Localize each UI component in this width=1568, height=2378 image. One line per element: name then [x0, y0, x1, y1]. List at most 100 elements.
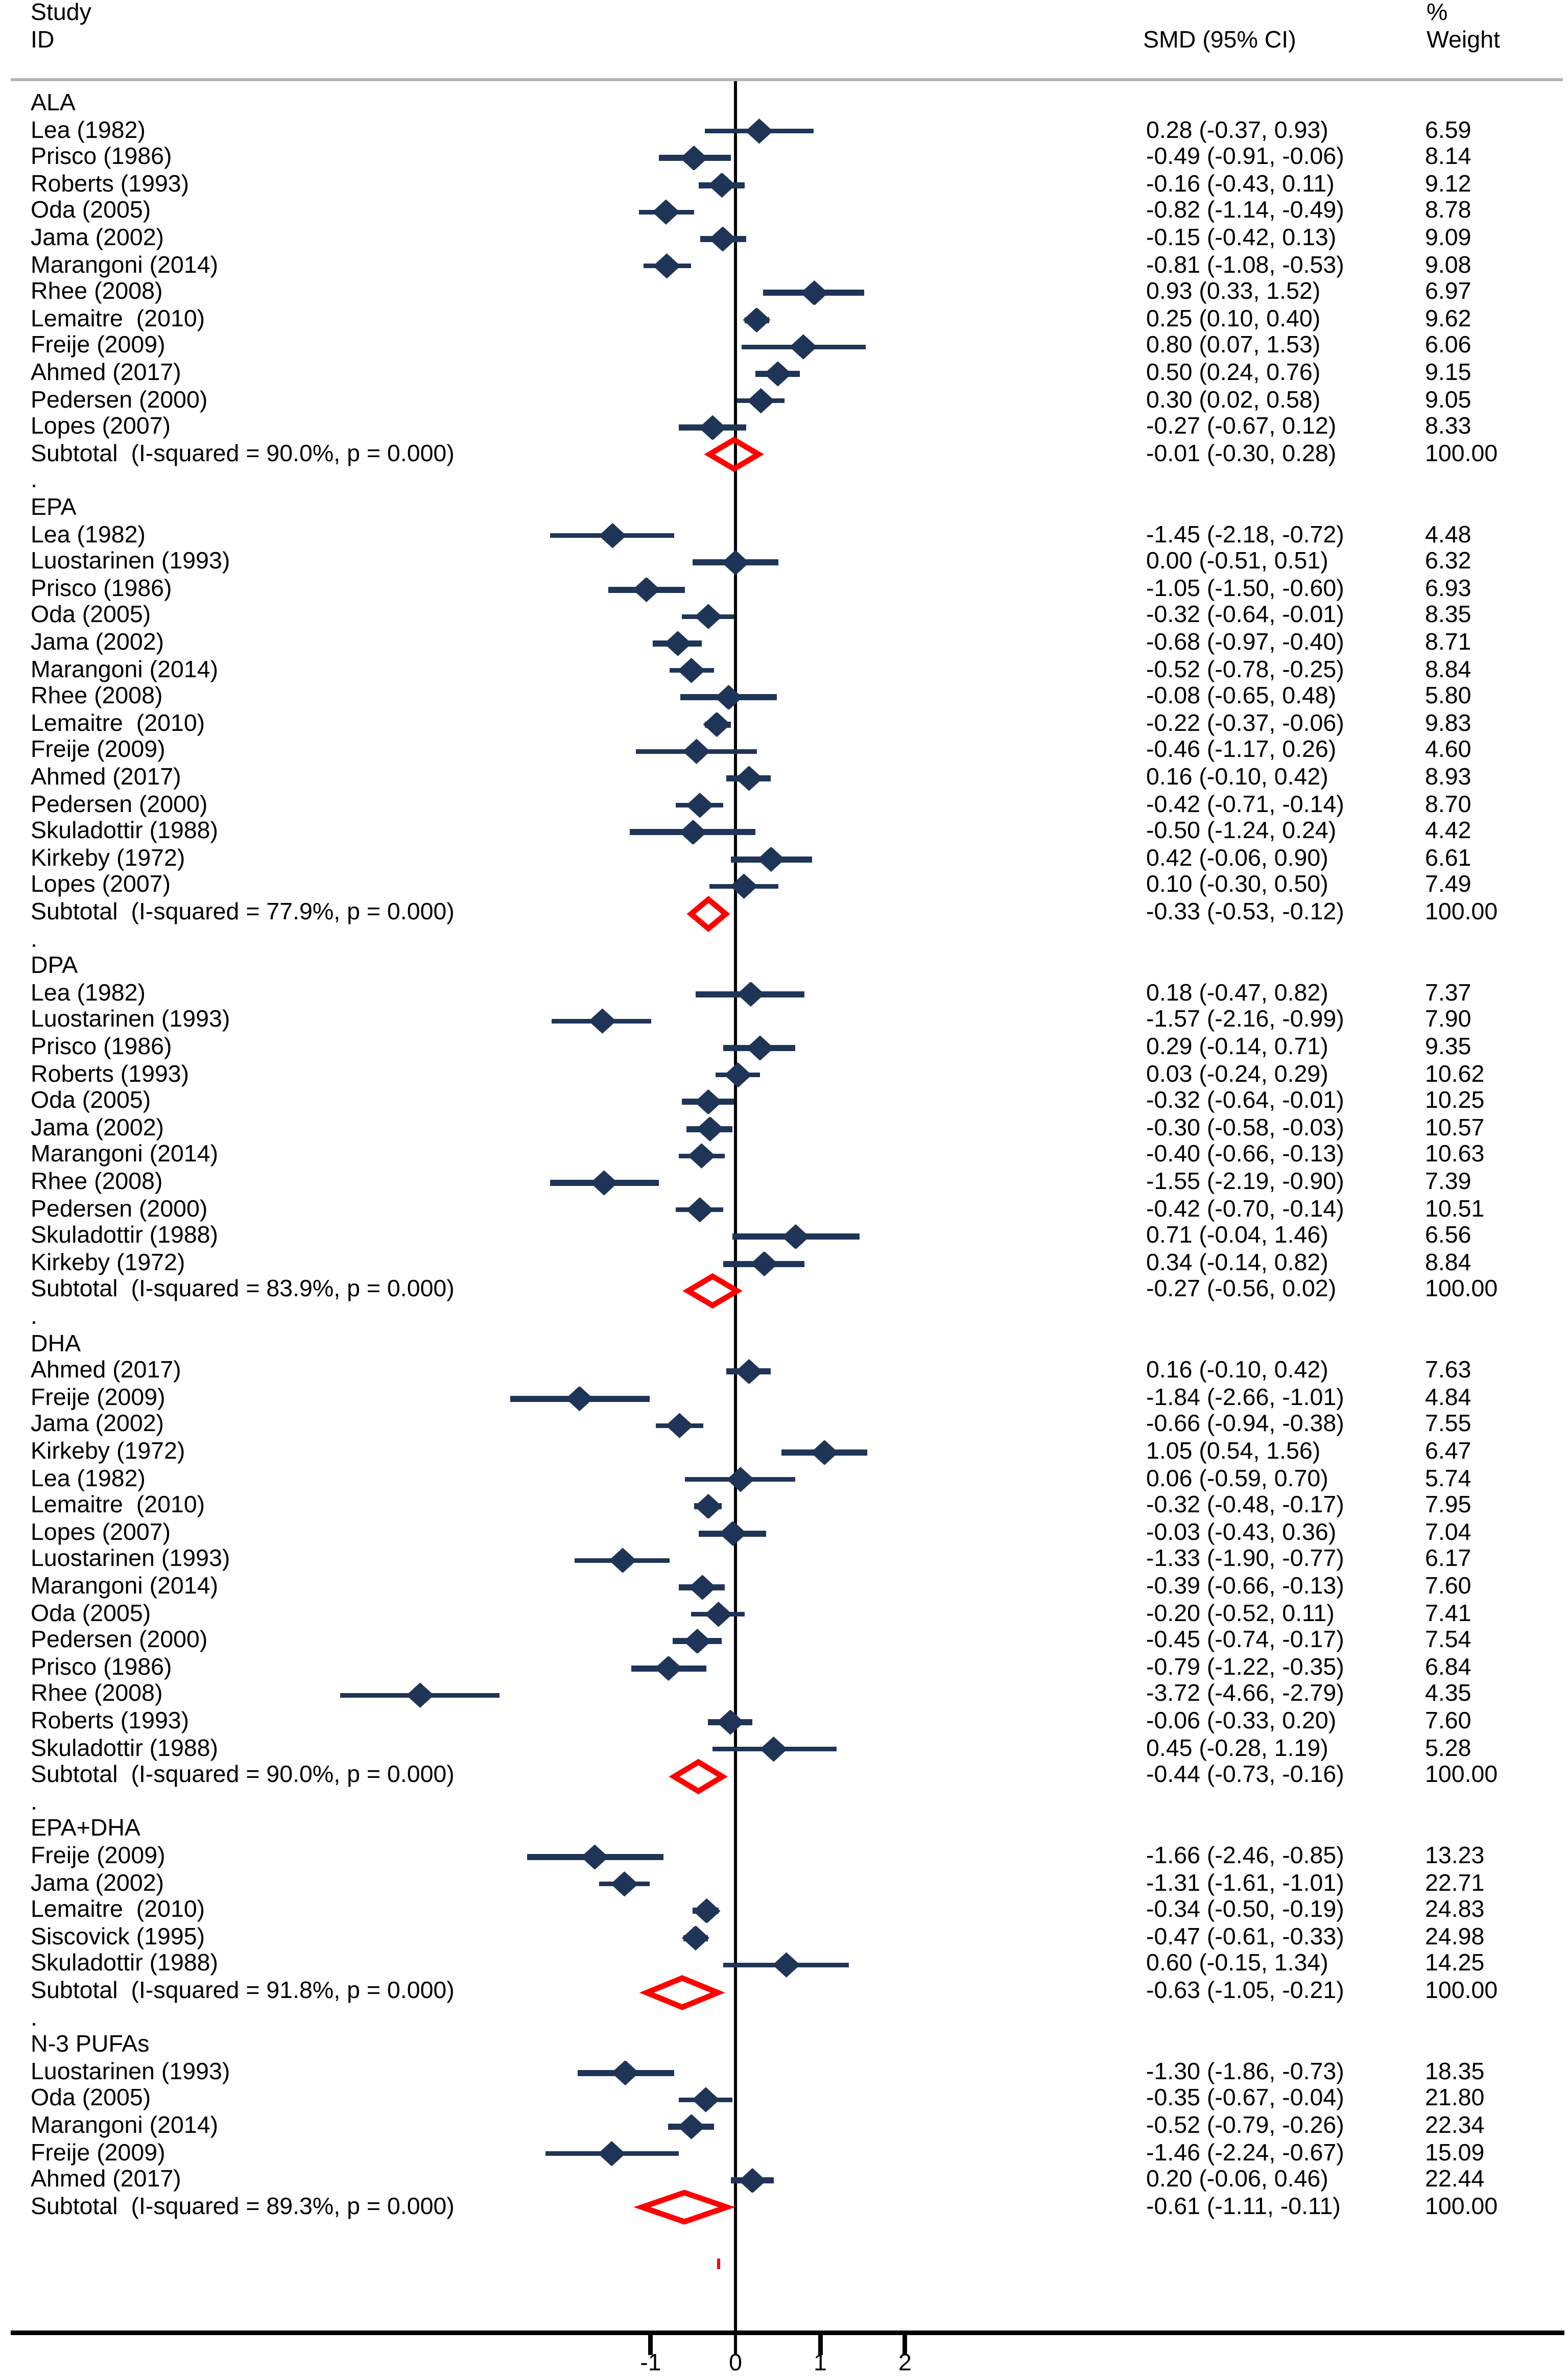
subtotal-diamond [704, 437, 765, 473]
study-label: Rhee (2008) [31, 683, 163, 710]
study-label: Marangoni (2014) [31, 1574, 219, 1600]
smd-column-header: SMD (95% CI) [1143, 28, 1296, 54]
study-label: Siscovick (1995) [31, 1924, 205, 1951]
weight-value: 8.33 [1425, 414, 1471, 440]
smd-value: -1.55 (-2.19, -0.90) [1146, 1169, 1344, 1195]
weight-value: 6.06 [1425, 333, 1471, 360]
weight-value: 24.83 [1425, 1897, 1485, 1923]
smd-value: -0.27 (-0.67, 0.12) [1146, 414, 1337, 440]
smd-value: 0.10 (-0.30, 0.50) [1146, 872, 1328, 899]
weight-value: 24.98 [1425, 1924, 1485, 1951]
study-label: Pedersen (2000) [31, 1196, 208, 1222]
weight-value: 6.97 [1425, 279, 1471, 305]
weight-value: 9.09 [1425, 225, 1471, 251]
weight-value: 9.83 [1425, 710, 1471, 737]
smd-value: -0.49 (-0.91, -0.06) [1146, 144, 1344, 171]
study-label: Jama (2002) [31, 1870, 164, 1896]
subtotal-diamond-outline [633, 2190, 735, 2225]
smd-value: 0.28 (-0.37, 0.93) [1146, 117, 1328, 144]
subtotal-label: Subtotal (I-squared = 83.9%, p = 0.000) [31, 1277, 455, 1303]
weight-value: 4.48 [1425, 521, 1471, 548]
study-label: Lea (1982) [31, 980, 146, 1007]
weight-value: 10.57 [1425, 1115, 1485, 1142]
smd-value: -0.42 (-0.71, -0.14) [1146, 791, 1344, 818]
smd-value: -1.46 (-2.24, -0.67) [1146, 2139, 1344, 2166]
weight-value: 10.62 [1425, 1061, 1485, 1087]
study-label: Luostarinen (1993) [31, 1547, 230, 1573]
smd-value: 0.29 (-0.14, 0.71) [1146, 1034, 1328, 1060]
weight-value: 8.71 [1425, 630, 1471, 656]
subtotal-label: Subtotal (I-squared = 90.0%, p = 0.000) [31, 1762, 455, 1789]
study-label: Pedersen (2000) [31, 791, 208, 818]
weight-value: 8.93 [1425, 765, 1471, 791]
weight-value: 7.60 [1425, 1574, 1471, 1600]
subtotal-diamond-outline [639, 1974, 725, 2010]
subtotal-label: Subtotal (I-squared = 89.3%, p = 0.000) [31, 2194, 455, 2220]
study-label: Luostarinen (1993) [31, 2059, 230, 2085]
null-effect-zero-line [733, 81, 738, 2332]
study-label: Roberts (1993) [31, 1708, 189, 1734]
weight-value: 9.35 [1425, 1034, 1471, 1060]
smd-value: -0.40 (-0.66, -0.13) [1146, 1142, 1344, 1169]
weight-value: 8.84 [1425, 1250, 1471, 1276]
weight-value: 14.25 [1425, 1951, 1485, 1978]
section-separator-dot: . [31, 2005, 37, 2031]
smd-value: -0.15 (-0.42, 0.13) [1146, 225, 1337, 251]
study-label: Oda (2005) [31, 2086, 151, 2112]
subtotal-label: Subtotal (I-squared = 77.9%, p = 0.000) [31, 899, 455, 925]
weight-value: 7.90 [1425, 1007, 1471, 1034]
smd-value: -0.45 (-0.74, -0.17) [1146, 1627, 1344, 1654]
study-label: Oda (2005) [31, 603, 151, 629]
study-label: Rhee (2008) [31, 279, 163, 305]
weight-value: 8.84 [1425, 656, 1471, 683]
smd-value: -1.57 (-2.16, -0.99) [1146, 1007, 1344, 1034]
study-header-line1: Study [31, 0, 91, 26]
smd-value: -1.05 (-1.50, -0.60) [1146, 576, 1344, 602]
weight-value: 21.80 [1425, 2086, 1485, 2112]
smd-value: -0.03 (-0.43, 0.36) [1146, 1519, 1337, 1546]
study-label: Kirkeby (1972) [31, 1439, 185, 1465]
study-label: Marangoni (2014) [31, 656, 219, 683]
smd-value: -0.22 (-0.37, -0.06) [1146, 710, 1344, 737]
study-label: Marangoni (2014) [31, 252, 219, 278]
study-label: Luostarinen (1993) [31, 1007, 230, 1034]
study-label: Freije (2009) [31, 738, 165, 764]
weight-value: 7.49 [1425, 872, 1471, 899]
study-label: Marangoni (2014) [31, 1142, 219, 1169]
subtotal-smd-value: -0.44 (-0.73, -0.16) [1146, 1762, 1344, 1789]
weight-value: 7.41 [1425, 1600, 1471, 1627]
weight-value: 6.32 [1425, 549, 1471, 575]
weight-value: 8.78 [1425, 198, 1471, 225]
subtotal-diamond-outline [704, 437, 765, 473]
weight-value: 7.95 [1425, 1492, 1471, 1519]
subtotal-diamond [633, 2190, 735, 2225]
smd-value: 0.18 (-0.47, 0.82) [1146, 980, 1328, 1007]
header-separator-rule [11, 78, 1563, 81]
study-label: Lopes (2007) [31, 414, 171, 440]
study-id-column-header: Study ID [31, 0, 91, 55]
x-axis-tick [818, 2335, 822, 2355]
section-separator-dot: . [31, 926, 37, 953]
weight-value: 7.60 [1425, 1708, 1471, 1734]
weight-value: 7.04 [1425, 1519, 1471, 1546]
weight-value: 6.17 [1425, 1547, 1471, 1573]
weight-value: 8.14 [1425, 144, 1471, 171]
weight-value: 15.09 [1425, 2139, 1485, 2166]
smd-value: 0.34 (-0.14, 0.82) [1146, 1250, 1328, 1276]
x-axis-tick-label: 1 [814, 2350, 827, 2376]
smd-value: 0.50 (0.24, 0.76) [1146, 360, 1321, 386]
smd-value: 0.42 (-0.06, 0.90) [1146, 845, 1328, 872]
study-label: Ahmed (2017) [31, 360, 181, 386]
smd-value: -0.39 (-0.66, -0.13) [1146, 1574, 1344, 1600]
weight-value: 9.05 [1425, 387, 1471, 413]
smd-value: 0.00 (-0.51, 0.51) [1146, 549, 1328, 575]
weight-value: 18.35 [1425, 2059, 1485, 2085]
weight-value: 10.25 [1425, 1088, 1485, 1114]
section-separator-dot: . [31, 468, 37, 494]
weight-value: 7.55 [1425, 1412, 1471, 1438]
smd-value: 0.16 (-0.10, 0.42) [1146, 1358, 1328, 1384]
smd-value: -1.66 (-2.46, -0.85) [1146, 1843, 1344, 1869]
weight-value: 7.39 [1425, 1169, 1471, 1195]
